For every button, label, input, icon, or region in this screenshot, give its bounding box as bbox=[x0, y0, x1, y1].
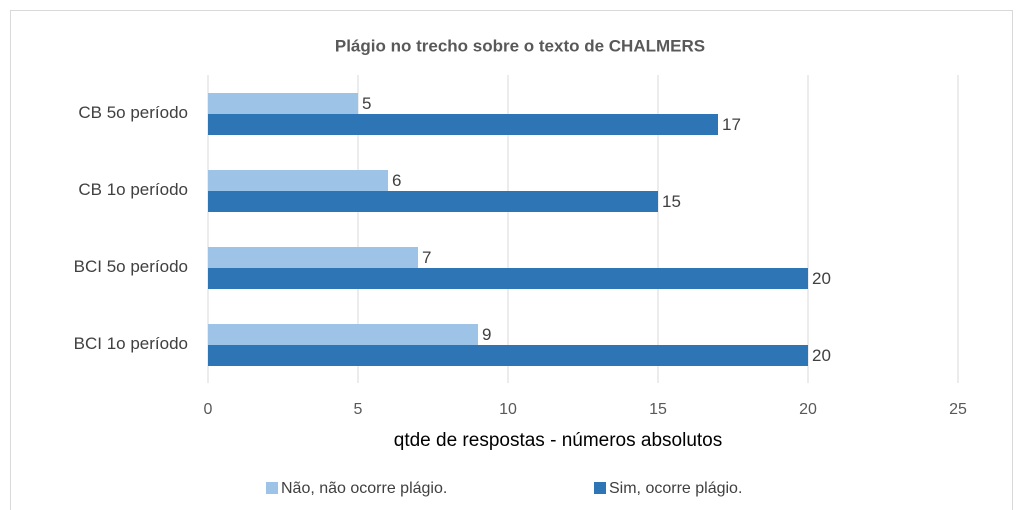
x-tick-label: 20 bbox=[799, 401, 817, 418]
bar bbox=[208, 93, 358, 114]
x-tick-label: 25 bbox=[949, 401, 967, 418]
chart-title: Plágio no trecho sobre o texto de CHALME… bbox=[335, 36, 705, 55]
data-label: 15 bbox=[662, 192, 681, 211]
x-tick-label: 10 bbox=[499, 401, 517, 418]
y-tick-label: BCI 1o período bbox=[74, 334, 188, 353]
x-tick-label: 0 bbox=[204, 401, 213, 418]
legend-swatch bbox=[266, 482, 278, 494]
bar bbox=[208, 170, 388, 191]
y-tick-label: CB 1o período bbox=[78, 180, 188, 199]
x-tick-label: 15 bbox=[649, 401, 667, 418]
bar bbox=[208, 324, 478, 345]
bar bbox=[208, 268, 808, 289]
data-label: 6 bbox=[392, 171, 401, 190]
bar bbox=[208, 345, 808, 366]
data-label: 17 bbox=[722, 115, 741, 134]
y-tick-label: CB 5o período bbox=[78, 103, 188, 122]
data-label: 20 bbox=[812, 346, 831, 365]
bar bbox=[208, 247, 418, 268]
data-label: 9 bbox=[482, 325, 491, 344]
legend-label: Não, não ocorre plágio. bbox=[281, 480, 447, 497]
legend-label: Sim, ocorre plágio. bbox=[609, 480, 742, 497]
x-tick-label: 5 bbox=[354, 401, 363, 418]
x-axis-title: qtde de respostas - números absolutos bbox=[394, 430, 722, 451]
bar bbox=[208, 114, 718, 135]
y-tick-label: BCI 5o período bbox=[74, 257, 188, 276]
bar bbox=[208, 191, 658, 212]
chart-frame bbox=[10, 10, 1013, 510]
data-label: 20 bbox=[812, 269, 831, 288]
legend-swatch bbox=[594, 482, 606, 494]
data-label: 5 bbox=[362, 94, 371, 113]
data-label: 7 bbox=[422, 248, 431, 267]
